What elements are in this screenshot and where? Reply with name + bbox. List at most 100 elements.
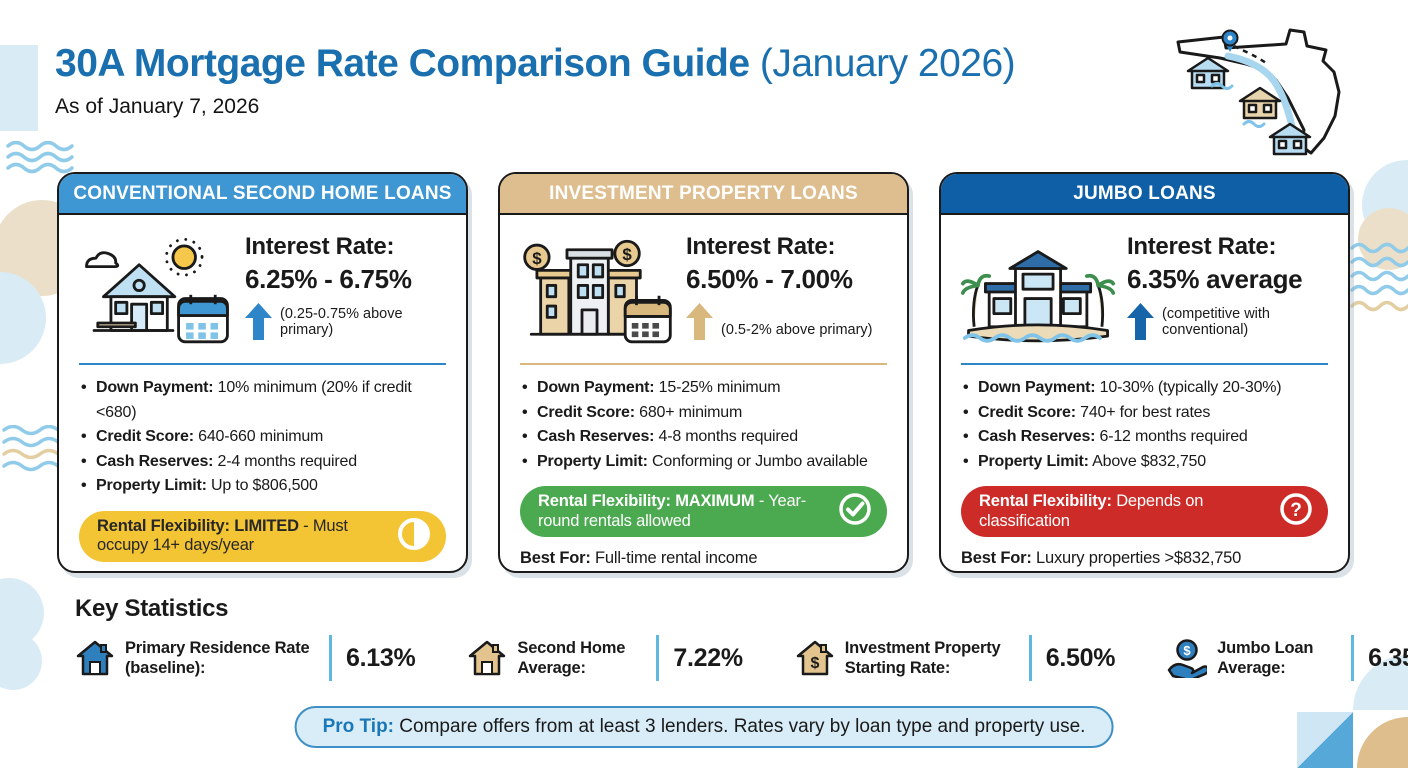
stat-divider [656,635,660,681]
card-divider [79,363,446,365]
header: 30A Mortgage Rate Comparison Guide (Janu… [55,42,1016,119]
svg-text:$: $ [810,655,819,672]
rate-note: (competitive with conventional) [1162,305,1270,339]
list-item: Down Payment: 15-25% minimum [520,376,887,401]
wave-decoration [1350,242,1408,312]
rate-block: Interest Rate: 6.35% average (competitiv… [1119,225,1328,340]
pro-tip-label: Pro Tip: [322,716,395,737]
bullet-value: 10-30% (typically 20-30%) [1099,379,1282,396]
up-arrow-icon [686,303,713,340]
rate-label: Interest Rate: [245,233,395,260]
best-for-label: Best For: [520,549,591,567]
list-item: Property Limit: Up to $806,500 [79,474,446,499]
rate-note-row: (0.5-2% above primary) [686,303,887,340]
bullet-label: Cash Reserves: [978,428,1096,445]
list-item: Cash Reserves: 6-12 months required [961,425,1328,450]
bullet-label: Property Limit: [978,452,1089,470]
wave-decoration [6,141,74,174]
stat-divider [1351,635,1355,681]
stat-second-home: Second Home Average: 7.22% [467,635,743,681]
palm-tree-icon [1096,284,1105,327]
svg-text:$: $ [532,249,542,268]
loan-cards: CONVENTIONAL SECOND HOME LOANS [57,172,1350,573]
loan-details-list: Down Payment: 10% minimum (20% if credit… [79,376,446,499]
key-statistics-title: Key Statistics [75,595,229,622]
cloud-icon [85,251,120,269]
rate-label: Interest Rate: [1127,233,1277,260]
bullet-value: Above $832,750 [1092,452,1206,470]
rate-row: Interest Rate: 6.35% average (competitiv… [961,225,1328,357]
tan-house-icon [1238,86,1282,120]
bullet-label: Property Limit: [96,477,207,494]
list-item: Credit Score: 740+ for best rates [961,401,1328,426]
card-body: Interest Rate: 6.35% average (competitiv… [941,215,1348,568]
stat-value: 6.35% [1368,643,1408,672]
map-pin-icon [1221,29,1239,52]
bullet-label: Down Payment: [96,379,214,396]
blue-house-icon [75,639,115,677]
badge-text-rest: - Year-round rentals allowed [538,492,807,530]
bullet-value: 4-8 months required [658,428,799,445]
sun-icon [171,244,197,270]
rate-note: (0.5-2% above primary) [721,322,873,339]
list-item: Credit Score: 680+ minimum [520,401,887,426]
pro-tip-text: Compare offers from at least 3 lenders. … [394,716,1086,737]
deco-rectangle [0,45,38,131]
bullet-value: 10% minimum (20% if credit <680) [96,379,412,421]
badge-text: Rental Flexibility: MAXIMUM - Year-round… [538,492,829,531]
card-header: JUMBO LOANS [941,174,1348,215]
stat-primary-residence: Primary Residence Rate (baseline): 6.13% [75,635,416,681]
page-subtitle: As of January 7, 2026 [55,95,260,118]
rate-value: 6.25% - 6.75% [245,264,412,294]
card-body: Interest Rate: 6.25% - 6.75% (0.25-0.75%… [59,215,466,571]
check-circle-icon [837,491,873,532]
stat-label: Primary Residence Rate (baseline): [125,639,310,677]
deco-circle [0,632,42,690]
card-divider [520,363,887,365]
list-item: Cash Reserves: 2-4 months required [79,450,446,475]
map-waves [1210,82,1266,128]
badge-text: Rental Flexibility: Depends on classific… [979,492,1270,531]
best-for-label: Best For: [961,549,1032,567]
stat-value: 7.22% [673,643,743,672]
best-for-value: Luxury properties >$832,750 [1036,549,1242,567]
rate-note-row: (0.25-0.75% above primary) [245,303,446,340]
bullet-value: 680+ minimum [639,403,743,421]
list-item: Down Payment: 10-30% (typically 20-30%) [961,376,1328,401]
bullet-label: Credit Score: [96,428,194,445]
rate-note: (0.25-0.75% above primary) [280,305,403,339]
rate-block: Interest Rate: 6.25% - 6.75% (0.25-0.75%… [237,225,446,340]
calendar-icon [177,294,229,344]
card-header: CONVENTIONAL SECOND HOME LOANS [59,174,466,215]
blue-house-icon [1186,56,1230,90]
card-body: $ $ [500,215,907,568]
svg-text:$: $ [1184,643,1192,658]
rate-label: Interest Rate: [686,233,836,260]
tan-house-dollar-icon: $ [795,639,835,677]
stat-label: Second Home Average: [517,639,626,677]
badge-text-bold: Rental Flexibility: LIMITED [97,516,299,535]
luxury-beach-house-illustration [961,225,1119,356]
investment-property-illustration: $ $ [520,225,678,356]
route-dashed-line [1233,44,1267,65]
half-circle-icon [396,516,432,557]
bullet-label: Credit Score: [978,403,1076,421]
rate-value: 6.50% - 7.00% [686,264,853,294]
rate-row: $ $ [520,225,887,357]
coastline [1224,52,1296,130]
list-item: Property Limit: Above $832,750 [961,450,1328,475]
blue-house-icon [1268,122,1312,156]
best-for-value: Full-time rental income [595,549,758,567]
best-for: Best For: Luxury properties >$832,750 [961,549,1328,568]
badge-text-rest: Depends on classification [979,492,1204,530]
page-title: 30A Mortgage Rate Comparison Guide (Janu… [55,42,1016,86]
list-item: Credit Score: 640-660 minimum [79,425,446,450]
tan-house-icon [467,639,507,677]
rate-row: Interest Rate: 6.25% - 6.75% (0.25-0.75%… [79,225,446,357]
bullet-value: 740+ for best rates [1080,403,1211,421]
bullet-label: Down Payment: [978,379,1096,396]
page-title-date: (January 2026) [749,42,1016,85]
bullet-label: Property Limit: [537,452,648,470]
card-conventional-second-home: CONVENTIONAL SECOND HOME LOANS [57,172,468,573]
